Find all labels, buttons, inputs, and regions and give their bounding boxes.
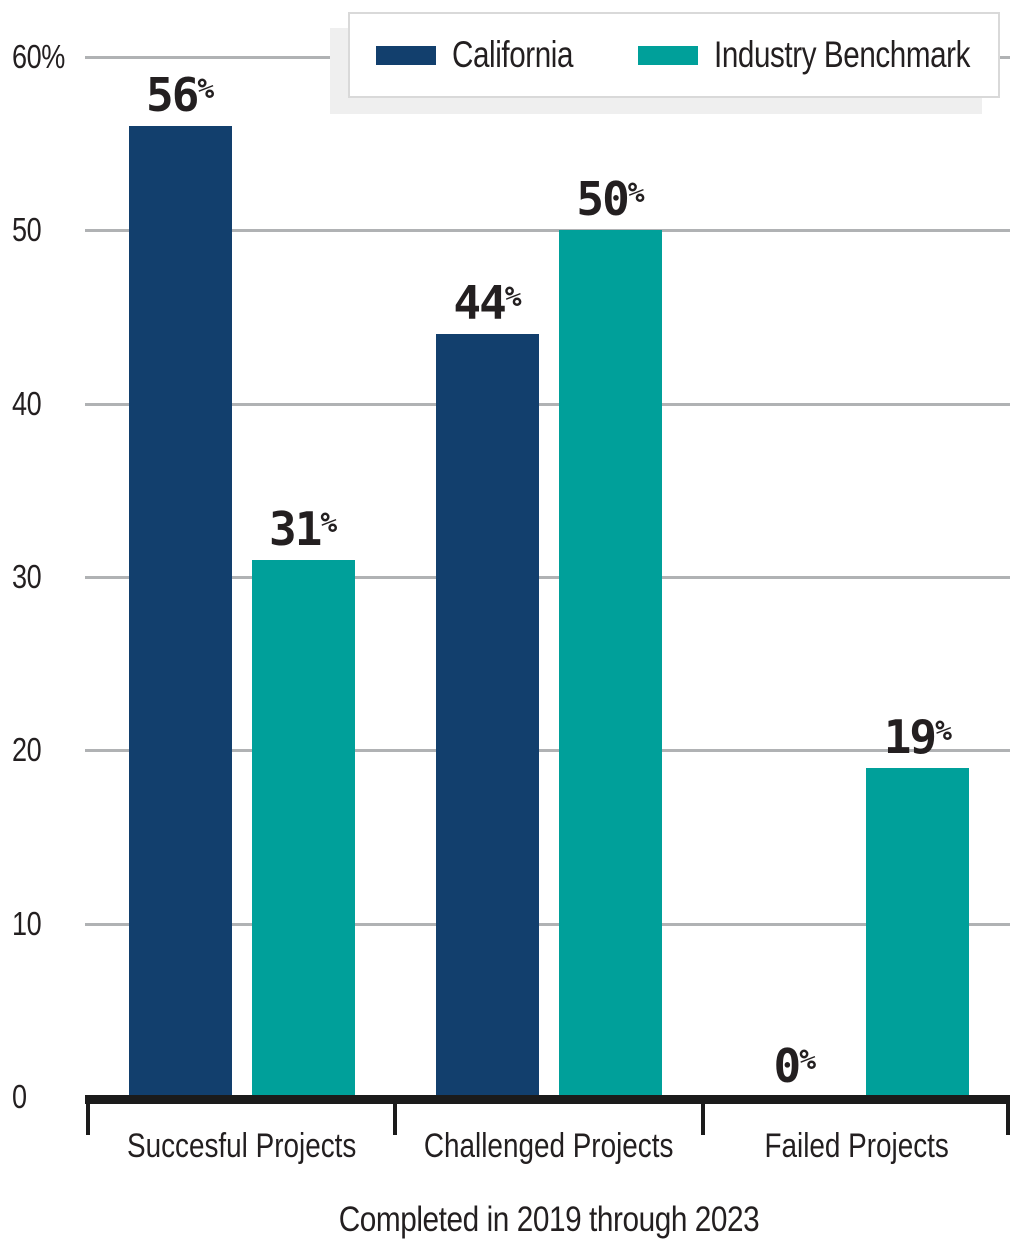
x-axis-line	[85, 1095, 1010, 1104]
value-label-industry-benchmark-3: 19%	[883, 709, 952, 764]
x-axis-title: Completed in 2019 through 2023	[338, 1200, 760, 1239]
category-label-1: Succesful Projects	[126, 1127, 357, 1165]
california-color-swatch	[376, 45, 436, 65]
gridline-10	[85, 922, 1010, 926]
gridline-30	[85, 576, 1010, 579]
bar-industry-benchmark-3	[866, 767, 970, 1097]
bar-industry-benchmark-2	[559, 230, 662, 1097]
value-label-california-1: 56%	[146, 68, 215, 123]
y-tick-label-50: 50	[12, 211, 42, 249]
x-axis-tick-3	[1006, 1095, 1010, 1135]
gridline-40	[85, 402, 1010, 406]
y-tick-label-10: 10	[12, 904, 42, 942]
y-tick-label-20: 20	[12, 731, 42, 769]
bar-california-2	[436, 334, 539, 1097]
y-tick-label-40: 40	[12, 384, 42, 422]
gridline-50	[85, 229, 1010, 233]
value-label-california-3: 0%	[773, 1039, 817, 1093]
x-axis-tick-1	[393, 1095, 398, 1135]
legend-item-industry-benchmark: Industry Benchmark	[638, 14, 1034, 96]
bar-industry-benchmark-1	[251, 559, 355, 1097]
x-axis-tick-2	[700, 1095, 705, 1135]
industry-benchmark-color-swatch	[638, 45, 698, 65]
legend-label-california: California	[452, 34, 574, 75]
y-tick-label-0: 0	[12, 1078, 27, 1115]
category-label-2: Challenged Projects	[424, 1127, 674, 1165]
legend-label-industry-benchmark: Industry Benchmark	[714, 34, 971, 75]
y-tick-label-60: 60%	[12, 38, 65, 75]
value-label-california-2: 44%	[453, 276, 522, 331]
category-label-3: Failed Projects	[764, 1127, 949, 1165]
value-label-industry-benchmark-2: 50%	[576, 172, 645, 227]
y-tick-label-30: 30	[12, 558, 42, 595]
bar-california-1	[128, 126, 232, 1097]
value-label-industry-benchmark-1: 31%	[269, 501, 338, 556]
gridline-20	[85, 749, 1010, 753]
legend-item-california: California	[376, 14, 603, 96]
x-axis-tick-0	[86, 1095, 90, 1135]
legend: California Industry Benchmark	[348, 12, 1000, 98]
